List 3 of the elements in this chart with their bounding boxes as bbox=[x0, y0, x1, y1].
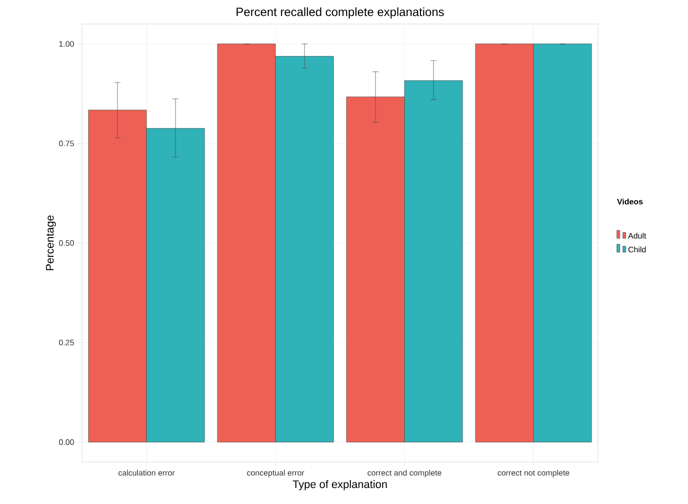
y-axis-title: Percentage bbox=[46, 215, 56, 270]
x-axis-title: Type of explanation bbox=[292, 480, 387, 490]
chart-title: Percent recalled complete explanations bbox=[236, 7, 444, 18]
